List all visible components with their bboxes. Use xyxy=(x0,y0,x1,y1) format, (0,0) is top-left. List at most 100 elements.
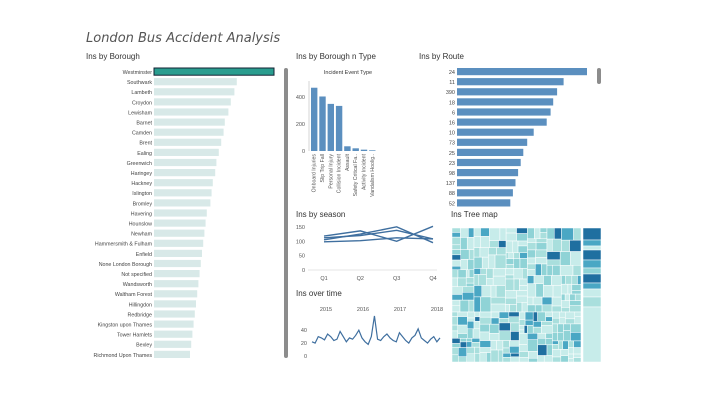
treemap-cell xyxy=(573,227,582,241)
treemap-cell xyxy=(552,356,562,363)
treemap-cell xyxy=(552,311,560,319)
route-label: 25 xyxy=(449,151,455,157)
treemap-cell xyxy=(541,325,553,334)
treemap-cell xyxy=(479,331,490,341)
treemap-cell xyxy=(532,326,542,334)
treemap-cell xyxy=(496,340,504,351)
treemap-cell xyxy=(509,304,517,313)
treemap-cell xyxy=(505,252,510,259)
treemap-cell xyxy=(545,332,553,339)
route-label: 24 xyxy=(449,70,455,76)
treemap-cell xyxy=(505,264,515,269)
incident-type-xlabel: Slip Trip Fall xyxy=(320,154,326,183)
treemap-cell xyxy=(527,249,536,259)
route-bar xyxy=(457,88,558,96)
treemap-cell xyxy=(462,292,475,301)
borough-scrollbar[interactable] xyxy=(284,68,288,358)
treemap-cell xyxy=(572,347,582,355)
over-time-ytick: 40 xyxy=(301,328,307,334)
treemap-cell xyxy=(553,227,562,240)
treemap-cell xyxy=(451,294,463,301)
treemap-cell xyxy=(451,330,459,339)
treemap-cell xyxy=(557,323,564,333)
treemap-cell xyxy=(570,323,582,333)
route-label: 73 xyxy=(449,141,455,147)
treemap-cell xyxy=(509,346,520,354)
treemap-cell xyxy=(451,324,459,332)
treemap-cell xyxy=(582,267,602,275)
treemap-cell xyxy=(535,283,544,298)
treemap-cell xyxy=(471,338,481,343)
panel-title-treemap: Ins Tree map xyxy=(451,210,498,219)
treemap-cell xyxy=(518,351,529,358)
treemap-cell xyxy=(551,305,562,313)
route-label: 23 xyxy=(449,161,455,167)
over-time-line-chart: 2015 2016 2017 2018 40 20 0 xyxy=(301,307,443,360)
treemap-cell xyxy=(459,338,467,343)
treemap-cell xyxy=(516,302,523,313)
treemap-cell xyxy=(489,240,499,248)
route-bar xyxy=(457,179,516,187)
treemap-cell xyxy=(473,256,483,269)
treemap-cell xyxy=(527,332,538,340)
borough-label: Camden xyxy=(132,131,152,137)
borough-label: Croydon xyxy=(132,100,152,106)
route-bar xyxy=(457,118,547,126)
route-bar xyxy=(457,199,511,207)
over-time-ytick: 0 xyxy=(304,354,307,360)
treemap-cell xyxy=(541,304,553,313)
treemap-cell xyxy=(451,354,459,363)
treemap-cell xyxy=(527,257,536,265)
route-label: 137 xyxy=(446,181,455,187)
borough-bar xyxy=(154,169,216,177)
route-scrollbar[interactable] xyxy=(597,68,601,84)
incident-type-bar xyxy=(327,103,334,151)
treemap-cell xyxy=(582,288,602,298)
treemap-cell xyxy=(546,344,553,356)
treemap-cell xyxy=(488,254,496,269)
treemap-cell xyxy=(468,299,475,313)
treemap-cell xyxy=(552,264,561,276)
borough-bar xyxy=(154,108,229,116)
treemap-cell xyxy=(518,319,526,326)
over-time-series-line xyxy=(311,315,441,346)
treemap-cell xyxy=(519,252,528,259)
treemap-cell xyxy=(552,323,558,333)
treemap-cell xyxy=(573,340,582,348)
treemap-cell xyxy=(516,227,528,234)
treemap-cell xyxy=(563,323,571,331)
treemap-cell xyxy=(473,285,483,298)
treemap-cell xyxy=(479,340,492,348)
treemap-cell xyxy=(570,251,582,266)
treemap-cell xyxy=(527,238,537,243)
treemap-cell xyxy=(546,238,553,252)
treemap-cell xyxy=(518,357,529,363)
incident-type-xlabel: Activity Incident xyxy=(362,153,368,190)
treemap-cell xyxy=(552,344,559,350)
treemap-cell xyxy=(535,263,542,276)
treemap-cell xyxy=(451,305,461,313)
incident-type-ytick: 200 xyxy=(296,122,305,128)
treemap-cell xyxy=(474,353,481,363)
season-xlabel: Q2 xyxy=(357,276,364,282)
treemap-cell xyxy=(480,227,490,237)
treemap-cell xyxy=(561,293,566,301)
incident-type-xlabel: Onboard Injuries xyxy=(312,154,318,193)
treemap-cell xyxy=(465,269,470,278)
borough-bar xyxy=(154,300,196,308)
treemap-cell xyxy=(568,347,574,355)
treemap-cell xyxy=(582,259,602,269)
borough-label: Not specified xyxy=(121,272,152,278)
treemap-cell xyxy=(519,285,528,291)
route-bar xyxy=(457,148,524,156)
treemap-cell xyxy=(582,273,602,284)
over-time-year-label: 2017 xyxy=(394,307,406,313)
treemap-cell xyxy=(537,355,545,363)
treemap-cell xyxy=(496,247,507,256)
treemap-cell xyxy=(559,265,574,276)
borough-bar xyxy=(154,118,225,126)
treemap-cell xyxy=(473,227,481,237)
route-bar xyxy=(457,78,564,86)
treemap-cell xyxy=(459,299,470,313)
borough-bar xyxy=(154,259,201,268)
